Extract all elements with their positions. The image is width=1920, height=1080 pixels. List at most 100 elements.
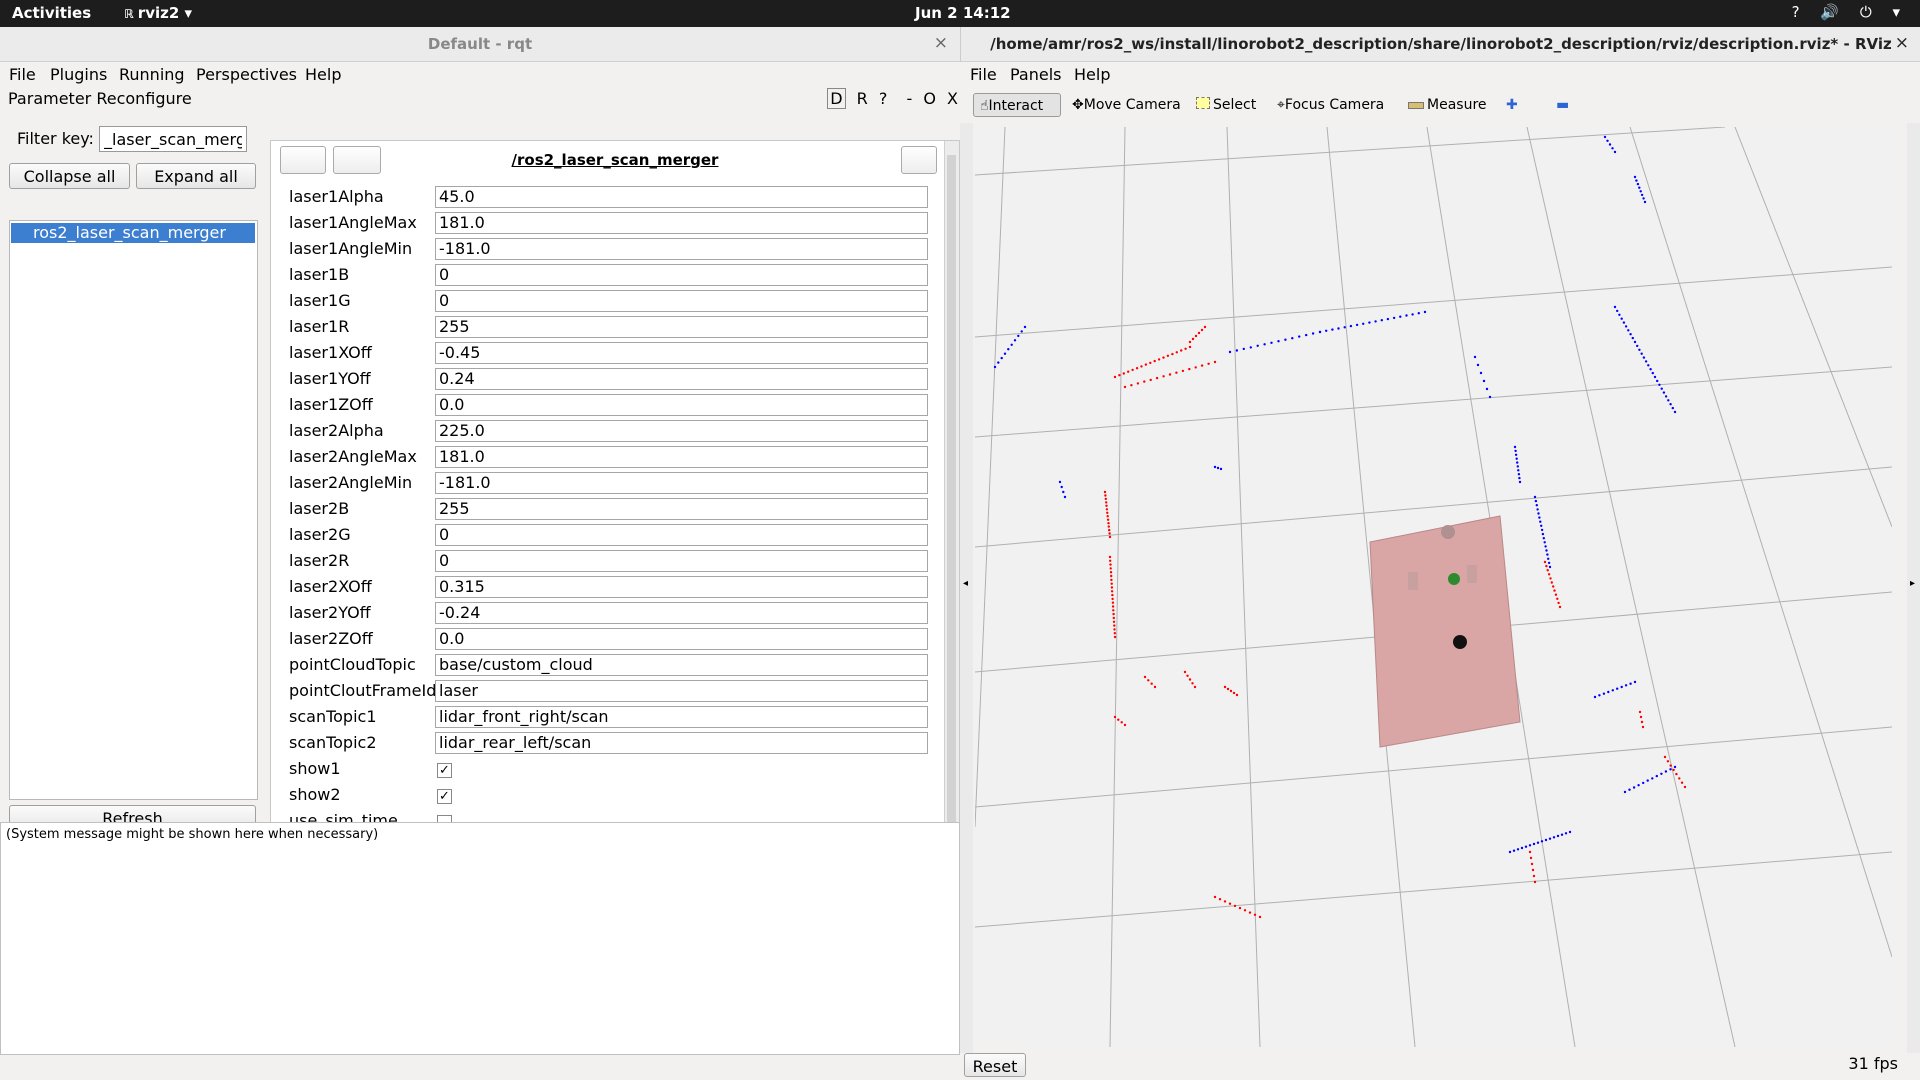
rviz-menu-help[interactable]: Help (1074, 65, 1111, 84)
rviz-window: /home/amr/ros2_ws/install/linorobot2_des… (960, 27, 1920, 1080)
laser-point (1175, 351, 1178, 354)
add-tool-button[interactable]: ✚ (1500, 93, 1524, 117)
param-row: scanTopic1 lidar_front_right/scan (271, 704, 931, 730)
laser-point (1253, 913, 1257, 916)
help-button[interactable]: ? (878, 89, 888, 108)
rviz-titlebar[interactable]: /home/amr/ros2_ws/install/linorobot2_des… (960, 27, 1920, 62)
laser-point (1111, 601, 1115, 604)
tool-focus-camera[interactable]: ⌖Focus Camera (1271, 93, 1390, 117)
node-close-button[interactable] (280, 146, 326, 174)
param-value-field[interactable]: lidar_rear_left/scan (435, 732, 928, 754)
collapse-all-button[interactable]: Collapse all (9, 163, 130, 189)
left-splitter-handle[interactable]: ◂ (960, 123, 973, 1053)
param-value-field[interactable]: -181.0 (435, 472, 928, 494)
param-value-field[interactable]: 0 (435, 290, 928, 312)
options-button[interactable]: O (923, 89, 936, 108)
tool-measure[interactable]: Measure (1402, 93, 1493, 117)
dock-button[interactable]: D (827, 88, 846, 109)
param-value-field[interactable]: 45.0 (435, 186, 928, 208)
laser-point (1184, 347, 1187, 350)
param-value-field[interactable]: -0.45 (435, 342, 928, 364)
laser-point (1110, 578, 1113, 582)
close-plugin-button[interactable]: X (947, 89, 958, 108)
rviz-menu-file[interactable]: File (970, 65, 997, 84)
laser-point (1109, 567, 1112, 570)
menu-help[interactable]: Help (305, 65, 342, 84)
tool-select[interactable]: Select (1190, 93, 1262, 117)
menu-file[interactable]: File (9, 65, 36, 84)
grid-line (1226, 126, 1261, 1048)
laser-point (1194, 334, 1198, 338)
node-refresh-button[interactable] (333, 146, 381, 174)
laser-point (1291, 337, 1294, 340)
param-value-field[interactable]: laser (435, 680, 928, 702)
tool-move-camera[interactable]: ✥Move Camera (1066, 93, 1187, 117)
rviz-icon: ℝ (124, 7, 138, 21)
reload-button[interactable]: R (856, 89, 868, 108)
menu-perspectives[interactable]: Perspectives (196, 65, 297, 84)
reset-button[interactable]: Reset (964, 1053, 1026, 1077)
tool-measure-label: Measure (1427, 97, 1487, 113)
laser-point (1538, 516, 1541, 519)
param-value-field[interactable]: 255 (435, 316, 928, 338)
param-value-field[interactable]: base/custom_cloud (435, 654, 928, 676)
param-value-field[interactable]: 181.0 (435, 212, 928, 234)
scene-canvas[interactable] (974, 126, 1893, 1048)
3d-viewport[interactable] (974, 126, 1893, 1048)
rqt-titlebar[interactable]: Default - rqt × (0, 27, 960, 62)
close-icon[interactable]: × (1894, 33, 1909, 53)
node-options-button[interactable] (901, 146, 937, 174)
laser-point (1112, 612, 1115, 616)
laser-point (1613, 305, 1617, 309)
close-icon[interactable]: × (933, 33, 948, 53)
laser-point (1556, 597, 1559, 600)
param-value-field[interactable]: -181.0 (435, 238, 928, 260)
param-value-field[interactable]: 0 (435, 264, 928, 286)
laser-point (1110, 590, 1114, 593)
expand-all-button[interactable]: Expand all (136, 163, 256, 189)
activities-button[interactable]: Activities (12, 4, 92, 22)
param-value-field[interactable]: 0.0 (435, 628, 928, 650)
laser-point (1512, 849, 1516, 852)
laser-point (1207, 362, 1210, 365)
laser-point (1603, 135, 1607, 139)
menu-plugins[interactable]: Plugins (50, 65, 108, 84)
remove-tool-button[interactable]: ▬ (1550, 93, 1575, 117)
param-value-field[interactable]: 0 (435, 550, 928, 572)
param-value-field[interactable]: -0.24 (435, 602, 928, 624)
scrollbar-thumb[interactable] (947, 155, 956, 825)
laser-point (1640, 720, 1644, 724)
grid-line (1629, 126, 1893, 958)
param-value-field[interactable]: 255 (435, 498, 928, 520)
clock[interactable]: Jun 2 14:12 (915, 4, 1011, 22)
laser-point (1140, 365, 1143, 368)
laser-point (1106, 515, 1109, 518)
minimize-button[interactable]: - (906, 89, 913, 108)
filter-key-input[interactable] (99, 126, 247, 152)
param-value-field[interactable]: 0.24 (435, 368, 928, 390)
params-scrollbar[interactable] (944, 141, 959, 840)
param-value-field[interactable]: 225.0 (435, 420, 928, 442)
laser-point (1110, 574, 1113, 578)
rviz-menu-panels[interactable]: Panels (1010, 65, 1062, 84)
param-checkbox[interactable]: ✓ (437, 789, 452, 804)
menu-running[interactable]: Running (119, 65, 185, 84)
laser-point (1331, 328, 1334, 331)
system-tray[interactable]: ? 🔊 ⏻ ▾ (1791, 3, 1908, 21)
param-value-field[interactable]: 0.0 (435, 394, 928, 416)
param-value-field[interactable]: lidar_front_right/scan (435, 706, 928, 728)
param-value-field[interactable]: 181.0 (435, 446, 928, 468)
laser-point (1113, 628, 1116, 631)
laser-point (1233, 904, 1237, 908)
param-checkbox[interactable]: ✓ (437, 763, 452, 778)
system-top-bar: Activities ℝ rviz2 ▾ Jun 2 14:12 ? 🔊 ⏻ ▾ (0, 0, 1920, 27)
node-tree[interactable]: ros2_laser_scan_merger (9, 220, 258, 800)
param-value-field[interactable]: 0 (435, 524, 928, 546)
right-splitter-handle[interactable]: ▸ (1907, 123, 1920, 1053)
tool-interact[interactable]: ☝Interact (973, 93, 1061, 117)
app-menu[interactable]: ℝ rviz2 ▾ (124, 4, 192, 22)
param-value-field[interactable]: 0.315 (435, 576, 928, 598)
tree-item-ros2-laser-scan-merger[interactable]: ros2_laser_scan_merger (11, 223, 255, 243)
laser-point (1651, 371, 1654, 375)
laser-point (1405, 314, 1408, 317)
